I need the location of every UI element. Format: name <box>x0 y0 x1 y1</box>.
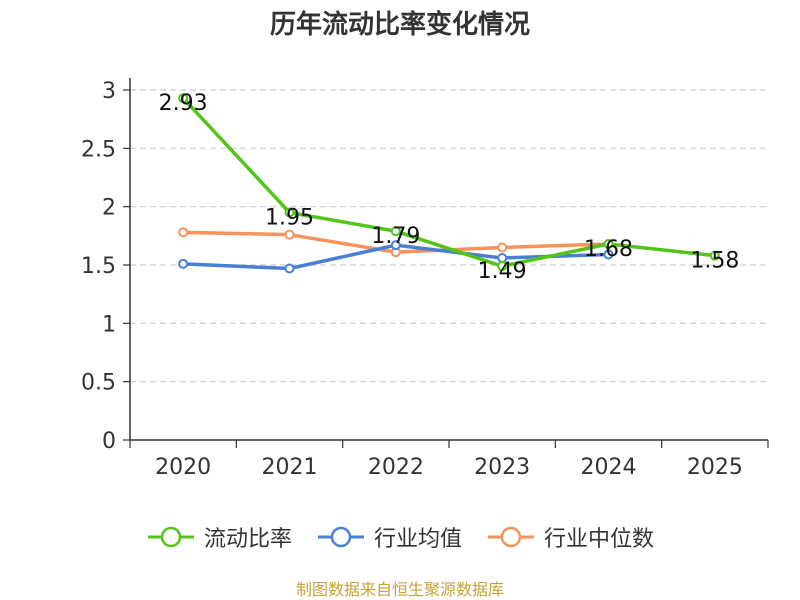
x-tick-label: 2025 <box>687 455 743 480</box>
legend-item-industry-median[interactable]: 行业中位数 <box>486 521 654 553</box>
data-point-series-1 <box>178 258 189 269</box>
legend-marker-current-ratio <box>147 526 194 548</box>
data-label: 2.93 <box>159 91 208 116</box>
legend-item-industry-mean[interactable]: 行业均值 <box>316 521 462 553</box>
legend-label-industry-median: 行业中位数 <box>544 527 655 552</box>
y-tick-label: 2 <box>102 196 116 221</box>
legend-item-current-ratio[interactable]: 流动比率 <box>146 521 292 553</box>
legend-label-industry-mean: 行业均值 <box>373 527 462 552</box>
data-source-note: 制图数据来自恒生聚源数据库 <box>295 580 504 599</box>
y-tick-label: 1 <box>102 312 116 337</box>
y-tick-label: 3 <box>102 79 116 104</box>
data-label: 1.95 <box>265 206 314 231</box>
y-tick-label: 2.5 <box>81 137 116 162</box>
legend-marker-industry-mean <box>317 526 364 548</box>
series-line-0 <box>181 96 716 268</box>
x-tick-label: 2020 <box>155 455 211 480</box>
data-point-series-2 <box>178 227 189 238</box>
y-tick-label: 0.5 <box>81 371 116 396</box>
data-label: 1.68 <box>584 237 633 262</box>
data-point-series-0 <box>284 207 295 218</box>
x-tick-label: 2021 <box>262 455 318 480</box>
data-point-series-2 <box>497 242 508 253</box>
data-point-series-0 <box>709 250 720 261</box>
data-point-series-0 <box>497 261 508 272</box>
data-point-series-1 <box>390 240 401 251</box>
data-point-series-0 <box>178 93 189 104</box>
data-point-series-2 <box>284 229 295 240</box>
legend-label-current-ratio: 流动比率 <box>203 527 292 552</box>
y-tick-label: 0 <box>102 429 116 454</box>
data-point-series-1 <box>603 249 614 260</box>
data-point-series-0 <box>603 239 614 249</box>
data-point-series-1 <box>284 263 295 274</box>
chart-title: 历年流动比率变化情况 <box>269 10 530 40</box>
data-point-series-0 <box>390 226 401 237</box>
data-label: 1.79 <box>371 224 420 249</box>
legend-marker-industry-median <box>488 526 534 548</box>
x-tick-label: 2023 <box>474 455 530 480</box>
data-label: 1.58 <box>690 249 739 274</box>
y-tick-label: 1.5 <box>81 254 116 279</box>
x-tick-label: 2022 <box>368 455 424 480</box>
x-tick-label: 2024 <box>581 455 637 480</box>
data-label: 1.49 <box>478 259 527 284</box>
legend: 流动比率 行业均值 行业中位数 <box>0 520 800 554</box>
